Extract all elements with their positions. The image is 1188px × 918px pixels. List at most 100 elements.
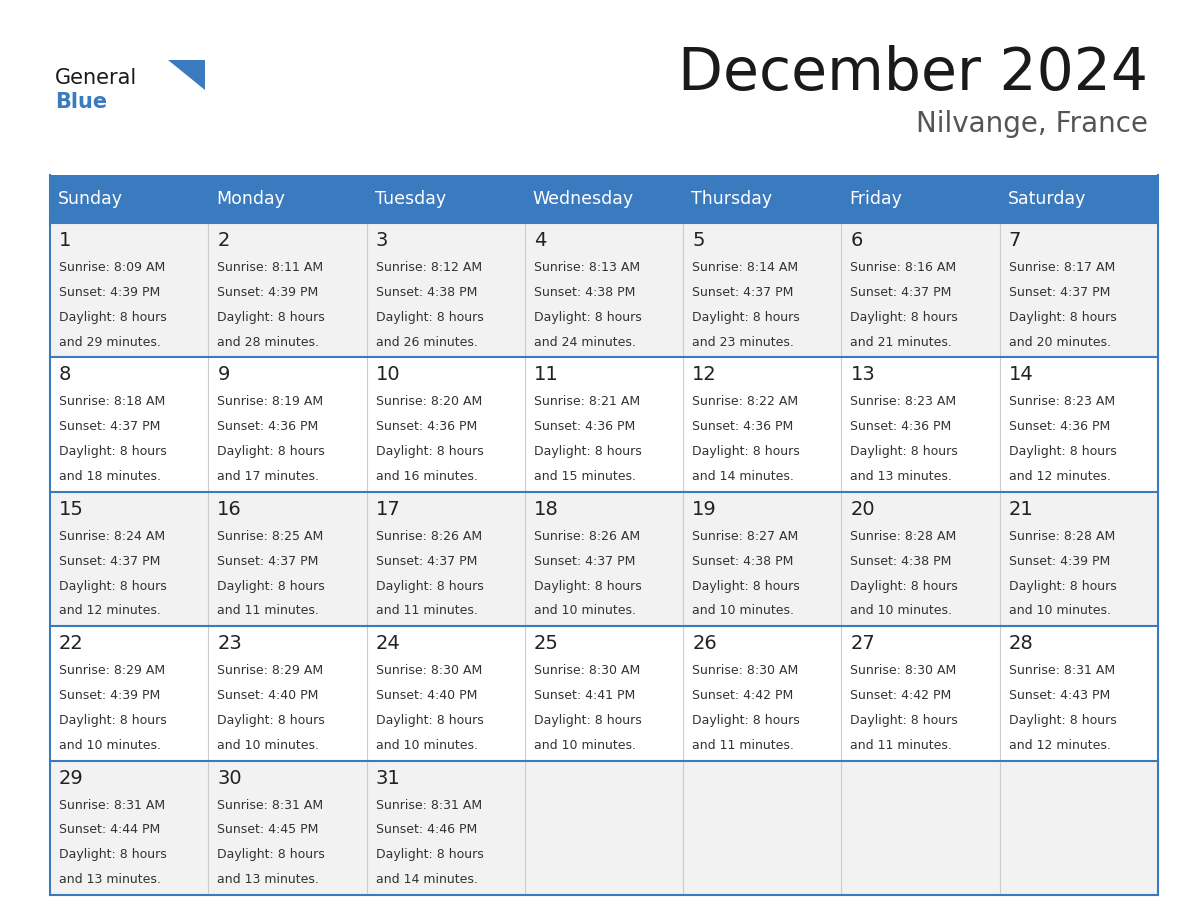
Text: Sunrise: 8:31 AM: Sunrise: 8:31 AM xyxy=(217,799,323,812)
Text: and 12 minutes.: and 12 minutes. xyxy=(59,604,160,618)
Text: Daylight: 8 hours: Daylight: 8 hours xyxy=(851,310,959,324)
Text: and 10 minutes.: and 10 minutes. xyxy=(693,604,794,618)
Text: 4: 4 xyxy=(533,231,546,250)
Text: 15: 15 xyxy=(59,499,84,519)
Text: Daylight: 8 hours: Daylight: 8 hours xyxy=(375,445,484,458)
Text: and 11 minutes.: and 11 minutes. xyxy=(693,739,794,752)
Text: and 12 minutes.: and 12 minutes. xyxy=(1009,470,1111,483)
Text: Daylight: 8 hours: Daylight: 8 hours xyxy=(59,310,166,324)
Text: Daylight: 8 hours: Daylight: 8 hours xyxy=(59,848,166,861)
Text: 17: 17 xyxy=(375,499,400,519)
Text: Sunrise: 8:29 AM: Sunrise: 8:29 AM xyxy=(59,665,165,677)
Text: and 10 minutes.: and 10 minutes. xyxy=(1009,604,1111,618)
Text: Sunset: 4:40 PM: Sunset: 4:40 PM xyxy=(217,689,318,702)
Text: 27: 27 xyxy=(851,634,876,654)
Text: Sunrise: 8:14 AM: Sunrise: 8:14 AM xyxy=(693,261,798,274)
Text: Daylight: 8 hours: Daylight: 8 hours xyxy=(59,579,166,592)
Text: and 15 minutes.: and 15 minutes. xyxy=(533,470,636,483)
Text: Sunrise: 8:21 AM: Sunrise: 8:21 AM xyxy=(533,396,640,409)
Text: Daylight: 8 hours: Daylight: 8 hours xyxy=(217,848,326,861)
Text: Sunrise: 8:30 AM: Sunrise: 8:30 AM xyxy=(693,665,798,677)
Text: and 20 minutes.: and 20 minutes. xyxy=(1009,336,1111,349)
Text: Sunset: 4:45 PM: Sunset: 4:45 PM xyxy=(217,823,318,836)
Bar xyxy=(50,223,1158,357)
Text: Sunrise: 8:28 AM: Sunrise: 8:28 AM xyxy=(1009,530,1116,543)
Bar xyxy=(525,175,683,223)
Text: and 11 minutes.: and 11 minutes. xyxy=(217,604,320,618)
Text: Sunset: 4:42 PM: Sunset: 4:42 PM xyxy=(693,689,794,702)
Text: Saturday: Saturday xyxy=(1007,190,1086,208)
Bar xyxy=(50,175,208,223)
Text: Sunset: 4:44 PM: Sunset: 4:44 PM xyxy=(59,823,160,836)
Text: Sunrise: 8:12 AM: Sunrise: 8:12 AM xyxy=(375,261,481,274)
Text: 6: 6 xyxy=(851,231,862,250)
Text: and 10 minutes.: and 10 minutes. xyxy=(851,604,953,618)
Text: Sunrise: 8:31 AM: Sunrise: 8:31 AM xyxy=(1009,665,1114,677)
Bar xyxy=(50,357,1158,492)
Text: Daylight: 8 hours: Daylight: 8 hours xyxy=(375,310,484,324)
Text: Sunset: 4:46 PM: Sunset: 4:46 PM xyxy=(375,823,476,836)
Text: Daylight: 8 hours: Daylight: 8 hours xyxy=(693,310,800,324)
Text: and 10 minutes.: and 10 minutes. xyxy=(59,739,162,752)
Text: and 10 minutes.: and 10 minutes. xyxy=(217,739,320,752)
Text: Daylight: 8 hours: Daylight: 8 hours xyxy=(1009,579,1117,592)
Text: December 2024: December 2024 xyxy=(678,45,1148,102)
Text: 31: 31 xyxy=(375,768,400,788)
Text: Daylight: 8 hours: Daylight: 8 hours xyxy=(851,445,959,458)
Text: 18: 18 xyxy=(533,499,558,519)
Text: Sunrise: 8:09 AM: Sunrise: 8:09 AM xyxy=(59,261,165,274)
Text: Thursday: Thursday xyxy=(691,190,772,208)
Text: Sunset: 4:36 PM: Sunset: 4:36 PM xyxy=(375,420,476,433)
Text: Sunset: 4:36 PM: Sunset: 4:36 PM xyxy=(693,420,794,433)
Text: Sunrise: 8:26 AM: Sunrise: 8:26 AM xyxy=(375,530,481,543)
Text: 13: 13 xyxy=(851,365,876,385)
Text: and 11 minutes.: and 11 minutes. xyxy=(851,739,953,752)
Text: Sunset: 4:37 PM: Sunset: 4:37 PM xyxy=(375,554,476,567)
Text: Sunrise: 8:27 AM: Sunrise: 8:27 AM xyxy=(693,530,798,543)
Text: Monday: Monday xyxy=(216,190,285,208)
Text: Sunset: 4:37 PM: Sunset: 4:37 PM xyxy=(59,554,160,567)
Text: Sunrise: 8:11 AM: Sunrise: 8:11 AM xyxy=(217,261,323,274)
Text: Sunset: 4:37 PM: Sunset: 4:37 PM xyxy=(59,420,160,433)
Text: 11: 11 xyxy=(533,365,558,385)
Text: 3: 3 xyxy=(375,231,388,250)
Text: Daylight: 8 hours: Daylight: 8 hours xyxy=(533,445,642,458)
Text: Sunrise: 8:13 AM: Sunrise: 8:13 AM xyxy=(533,261,640,274)
Text: Sunrise: 8:20 AM: Sunrise: 8:20 AM xyxy=(375,396,482,409)
Text: 5: 5 xyxy=(693,231,704,250)
Text: Friday: Friday xyxy=(849,190,903,208)
Text: Sunset: 4:36 PM: Sunset: 4:36 PM xyxy=(1009,420,1110,433)
Text: and 21 minutes.: and 21 minutes. xyxy=(851,336,953,349)
Text: and 10 minutes.: and 10 minutes. xyxy=(533,739,636,752)
Text: Daylight: 8 hours: Daylight: 8 hours xyxy=(1009,310,1117,324)
Bar xyxy=(1000,175,1158,223)
Text: and 10 minutes.: and 10 minutes. xyxy=(375,739,478,752)
Text: Daylight: 8 hours: Daylight: 8 hours xyxy=(693,445,800,458)
Text: Sunset: 4:38 PM: Sunset: 4:38 PM xyxy=(375,285,476,299)
Text: Sunset: 4:39 PM: Sunset: 4:39 PM xyxy=(217,285,318,299)
Text: Sunset: 4:38 PM: Sunset: 4:38 PM xyxy=(533,285,636,299)
Text: Daylight: 8 hours: Daylight: 8 hours xyxy=(217,310,326,324)
Text: Sunset: 4:36 PM: Sunset: 4:36 PM xyxy=(533,420,636,433)
Text: Sunset: 4:38 PM: Sunset: 4:38 PM xyxy=(851,554,952,567)
Text: and 28 minutes.: and 28 minutes. xyxy=(217,336,320,349)
Text: Daylight: 8 hours: Daylight: 8 hours xyxy=(59,714,166,727)
Text: Daylight: 8 hours: Daylight: 8 hours xyxy=(1009,714,1117,727)
Text: Wednesday: Wednesday xyxy=(533,190,634,208)
Text: and 24 minutes.: and 24 minutes. xyxy=(533,336,636,349)
Text: and 14 minutes.: and 14 minutes. xyxy=(375,873,478,886)
Text: Sunrise: 8:31 AM: Sunrise: 8:31 AM xyxy=(375,799,481,812)
Text: Sunrise: 8:24 AM: Sunrise: 8:24 AM xyxy=(59,530,165,543)
Text: and 10 minutes.: and 10 minutes. xyxy=(533,604,636,618)
Text: 22: 22 xyxy=(59,634,83,654)
Text: Sunrise: 8:30 AM: Sunrise: 8:30 AM xyxy=(851,665,956,677)
Text: Sunrise: 8:31 AM: Sunrise: 8:31 AM xyxy=(59,799,165,812)
Text: Daylight: 8 hours: Daylight: 8 hours xyxy=(1009,445,1117,458)
Text: Daylight: 8 hours: Daylight: 8 hours xyxy=(533,310,642,324)
Text: Blue: Blue xyxy=(55,92,107,112)
Text: Daylight: 8 hours: Daylight: 8 hours xyxy=(533,714,642,727)
Text: Sunrise: 8:26 AM: Sunrise: 8:26 AM xyxy=(533,530,640,543)
Text: and 18 minutes.: and 18 minutes. xyxy=(59,470,162,483)
Text: Sunrise: 8:23 AM: Sunrise: 8:23 AM xyxy=(1009,396,1114,409)
Bar xyxy=(50,626,1158,761)
